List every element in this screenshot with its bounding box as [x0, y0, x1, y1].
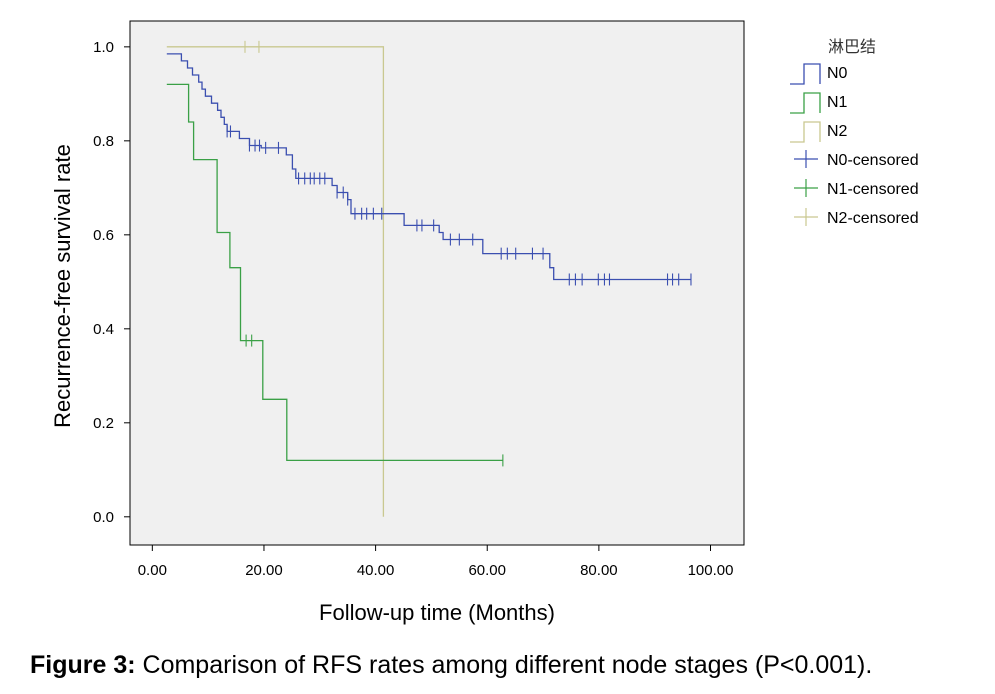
legend-entry-N0: N0 [827, 65, 848, 82]
y-axis-label: Recurrence-free survival rate [50, 144, 75, 428]
x-tick-label: 80.00 [580, 562, 618, 579]
km-curve-N1 [166, 83, 503, 462]
x-tick-label: 60.00 [468, 562, 506, 579]
legend-title: 淋巴结 [828, 37, 876, 56]
legend: 淋巴结 N0 N1 N2 N0-censored N1-censored N2-censo… [790, 37, 919, 227]
series-N2 [166, 40, 385, 517]
y-tick-label: 0.4 [93, 321, 114, 338]
legend-entry-N1: N1 [827, 94, 848, 111]
x-tick-label: 40.00 [357, 562, 395, 579]
y-tick-label: 1.0 [93, 39, 114, 56]
y-tick-label: 0.8 [93, 133, 114, 150]
y-axis-ticks: 0.0 0.2 0.4 0.6 0.8 1.0 [93, 39, 130, 526]
figure-caption: Figure 3: Comparison of RFS rates among … [30, 651, 872, 680]
plot-area [129, 20, 745, 546]
x-axis-label: Follow-up time (Months) [319, 600, 555, 625]
series-N0 [166, 53, 692, 286]
legend-entry-N2-censored: N2-censored [827, 210, 919, 227]
x-tick-label: 0.00 [138, 562, 167, 579]
figure-caption-text: Comparison of RFS rates among different … [135, 651, 873, 679]
km-curve-N2 [166, 46, 385, 517]
legend-entry-N0-censored: N0-censored [827, 152, 919, 169]
x-tick-label: 20.00 [245, 562, 283, 579]
y-tick-label: 0.0 [93, 509, 114, 526]
legend-swatch-N0 [790, 63, 821, 85]
x-axis-ticks: 0.00 20.00 40.00 60.00 80.00 100.00 [138, 545, 734, 579]
legend-swatch-N1 [790, 92, 821, 114]
x-tick-label: 100.00 [688, 562, 734, 579]
km-curve-N0 [166, 53, 691, 281]
figure-caption-label: Figure 3: [30, 651, 136, 679]
legend-entry-N1-censored: N1-censored [827, 181, 919, 198]
legend-swatch-N2 [790, 121, 821, 143]
series-N1 [166, 83, 504, 467]
series-layer [166, 40, 692, 517]
y-tick-label: 0.6 [93, 227, 114, 244]
y-tick-label: 0.2 [93, 415, 114, 432]
legend-entry-N2: N2 [827, 123, 848, 140]
